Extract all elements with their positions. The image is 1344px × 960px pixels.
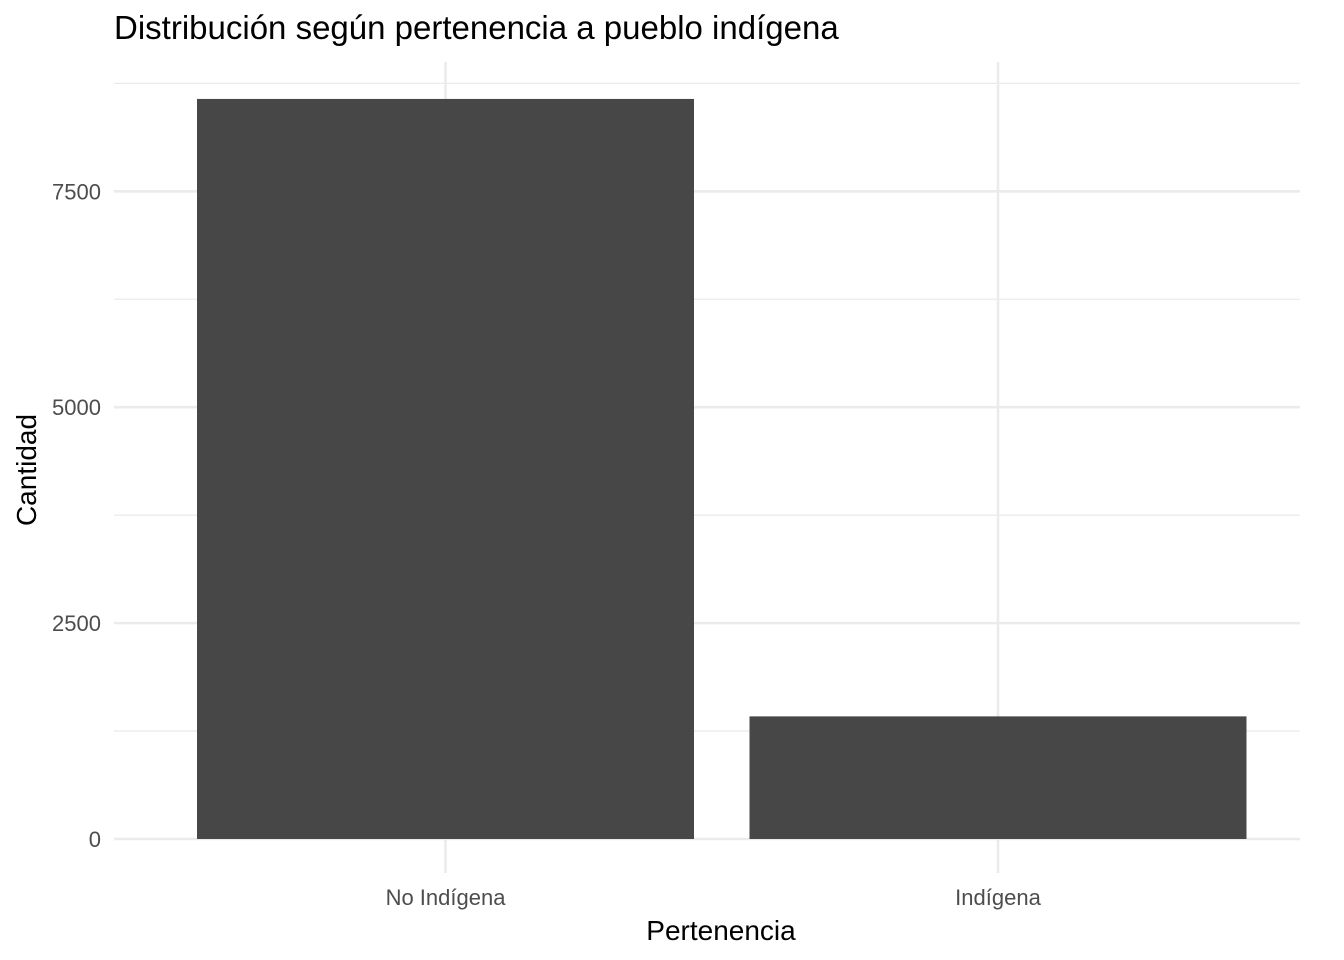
x-axis-title: Pertenencia [646, 915, 796, 946]
x-tick-label: Indígena [955, 885, 1041, 910]
y-axis-title: Cantidad [11, 414, 42, 526]
y-axis-ticks: 0 2500 5000 7500 [52, 179, 101, 852]
x-axis-ticks: No Indígena Indígena [386, 885, 1042, 910]
y-tick-label: 7500 [52, 179, 101, 204]
x-tick-label: No Indígena [386, 885, 507, 910]
y-tick-label: 5000 [52, 395, 101, 420]
chart-title: Distribución según pertenencia a pueblo … [114, 9, 839, 46]
bar [197, 98, 694, 840]
bar [749, 716, 1247, 839]
y-tick-label: 2500 [52, 611, 101, 636]
bars [197, 98, 1247, 840]
y-tick-label: 0 [89, 827, 101, 852]
